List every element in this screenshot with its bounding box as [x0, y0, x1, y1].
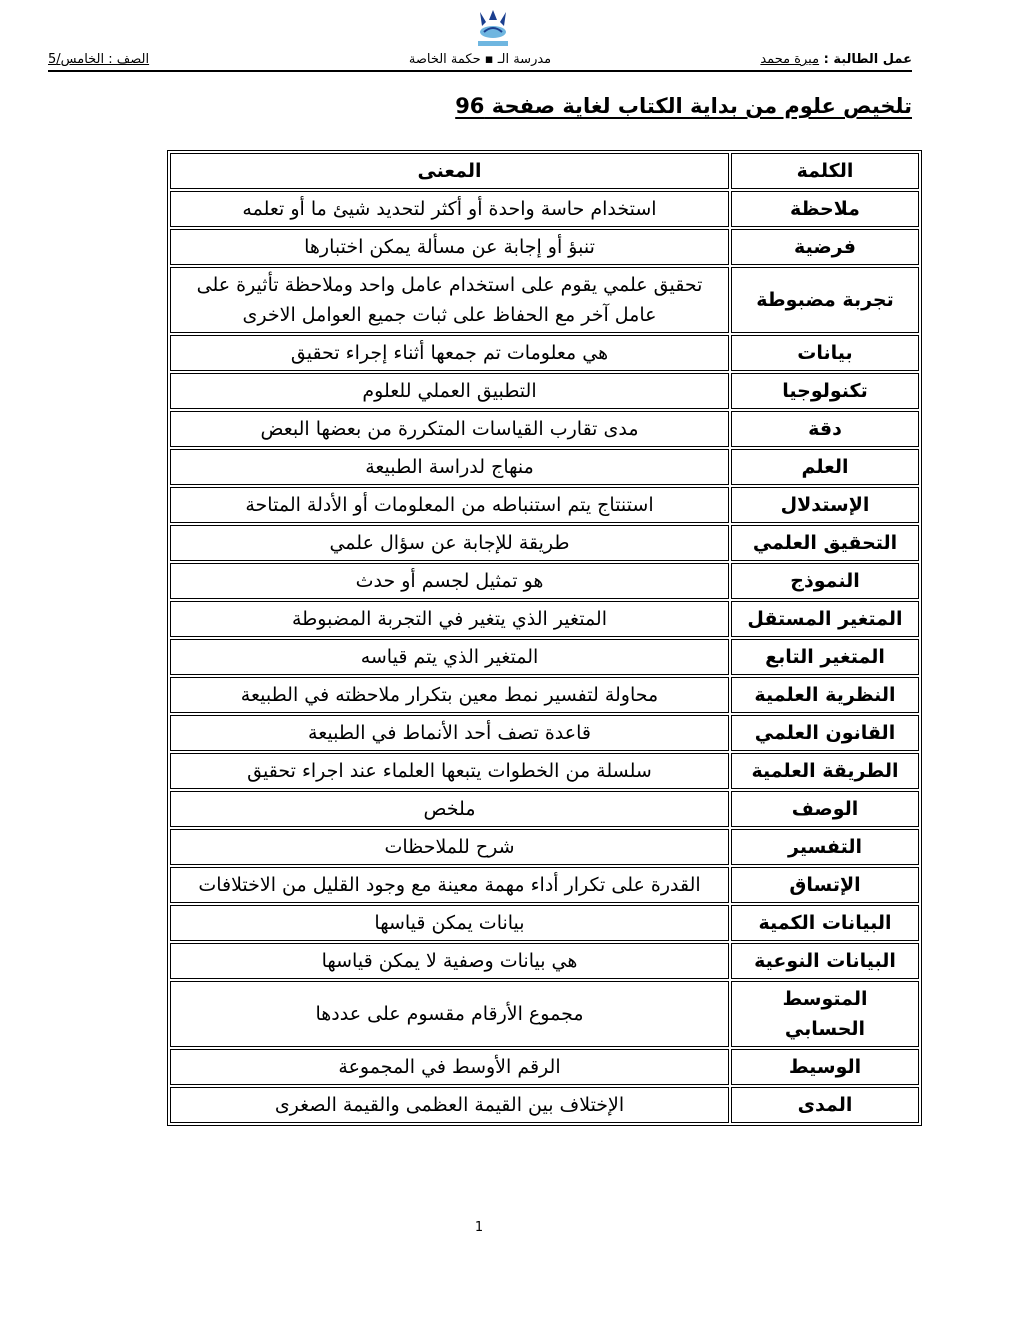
table-row: تجربة مضبوطة تحقيق علمي يقوم على استخدام … [170, 267, 919, 333]
meaning-cell: القدرة على تكرار أداء مهمة معينة مع وجود… [170, 867, 729, 903]
student-info: عمل الطالبة : ميرة محمد [760, 52, 912, 67]
meaning-cell: منهاج لدراسة الطبيعة [170, 449, 729, 485]
meaning-cell: سلسلة من الخطوات يتبعها العلماء عند اجرا… [170, 753, 729, 789]
table-row: القانون العلمي قاعدة تصف أحد الأنماط في ا… [170, 715, 919, 751]
meaning-cell: استنتاج يتم استنباطه من المعلومات أو الأ… [170, 487, 729, 523]
meaning-cell: هي بيانات وصفية لا يمكن قياسها [170, 943, 729, 979]
term-cell: التفسير [731, 829, 919, 865]
term-cell: المدى [731, 1087, 919, 1123]
table-header-row: الكلمة المعنى [170, 153, 919, 189]
table-row: البيانات النوعية هي بيانات وصفية لا يمكن … [170, 943, 919, 979]
page-number: 1 [474, 1220, 484, 1235]
term-cell: التحقيق العلمي [731, 525, 919, 561]
meaning-cell: استخدام حاسة واحدة أو أكثر لتحديد شيئ ما… [170, 191, 729, 227]
table-row: النظرية العلمية محاولة لتفسير نمط معين بت… [170, 677, 919, 713]
student-name: ميرة محمد [760, 52, 820, 67]
term-cell: بيانات [731, 335, 919, 371]
term-cell: البيانات الكمية [731, 905, 919, 941]
term-cell: المتغير التابع [731, 639, 919, 675]
page-title: تلخيص علوم من بداية الكتاب لغاية صفحة 96 [455, 94, 912, 118]
term-cell: القانون العلمي [731, 715, 919, 751]
table-row: الطريقة العلمية سلسلة من الخطوات يتبعها ا… [170, 753, 919, 789]
term-cell: الوسيط [731, 1049, 919, 1085]
meaning-cell: تحقيق علمي يقوم على استخدام عامل واحد وم… [170, 267, 729, 333]
meaning-cell: مدى تقارب القياسات المتكررة من بعضها الب… [170, 411, 729, 447]
term-cell: فرضية [731, 229, 919, 265]
meaning-cell: المتغير الذي يتم قياسه [170, 639, 729, 675]
table-row: العلم منهاج لدراسة الطبيعة [170, 449, 919, 485]
header-meaning: المعنى [170, 153, 729, 189]
table-row: دقة مدى تقارب القياسات المتكررة من بعضها … [170, 411, 919, 447]
school-logo [478, 10, 508, 46]
meaning-cell: بيانات يمكن قياسها [170, 905, 729, 941]
meaning-cell: مجموع الأرقام مقسوم على عددها [170, 981, 729, 1047]
term-cell: دقة [731, 411, 919, 447]
glossary-table: الكلمة المعنى ملاحظة استخدام حاسة واحدة أ… [167, 150, 922, 1126]
table-row: المتغير التابع المتغير الذي يتم قياسه [170, 639, 919, 675]
table-row: النموذج هو تمثيل لجسم أو حدث [170, 563, 919, 599]
table-row: الوصف ملخص [170, 791, 919, 827]
term-cell: الإستدلال [731, 487, 919, 523]
term-cell: الوصف [731, 791, 919, 827]
header-term: الكلمة [731, 153, 919, 189]
meaning-cell: شرح للملاحظات [170, 829, 729, 865]
meaning-cell: الإختلاف بين القيمة العظمى والقيمة الصغر… [170, 1087, 729, 1123]
term-cell: النظرية العلمية [731, 677, 919, 713]
meaning-cell: التطبيق العملي للعلوم [170, 373, 729, 409]
school-name: مدرسة الـ ▪ حكمة الخاصة [408, 52, 552, 67]
term-cell: الإتساق [731, 867, 919, 903]
table-row: المدى الإختلاف بين القيمة العظمى والقيمة … [170, 1087, 919, 1123]
meaning-cell: قاعدة تصف أحد الأنماط في الطبيعة [170, 715, 729, 751]
table-row: الإتساق القدرة على تكرار أداء مهمة معينة … [170, 867, 919, 903]
meaning-cell: محاولة لتفسير نمط معين بتكرار ملاحظته في… [170, 677, 729, 713]
term-cell: البيانات النوعية [731, 943, 919, 979]
table-row: المتوسط الحسابي مجموع الأرقام مقسوم على ع… [170, 981, 919, 1047]
table-row: المتغير المستقل المتغير الذي يتغير في الت… [170, 601, 919, 637]
term-cell: العلم [731, 449, 919, 485]
term-cell: المتوسط الحسابي [731, 981, 919, 1047]
table-row: ملاحظة استخدام حاسة واحدة أو أكثر لتحديد … [170, 191, 919, 227]
table-row: التفسير شرح للملاحظات [170, 829, 919, 865]
table-row: تكنولوجيا التطبيق العملي للعلوم [170, 373, 919, 409]
student-label: عمل الطالبة : [819, 52, 912, 67]
term-cell: المتغير المستقل [731, 601, 919, 637]
term-cell: ملاحظة [731, 191, 919, 227]
meaning-cell: ملخص [170, 791, 729, 827]
table-row: التحقيق العلمي طريقة للإجابة عن سؤال علمي [170, 525, 919, 561]
term-cell: تكنولوجيا [731, 373, 919, 409]
meaning-cell: هو تمثيل لجسم أو حدث [170, 563, 729, 599]
table-row: بيانات هي معلومات تم جمعها أثناء إجراء تح… [170, 335, 919, 371]
table-row: فرضية تنبؤ أو إجابة عن مسألة يمكن اختباره… [170, 229, 919, 265]
meaning-cell: طريقة للإجابة عن سؤال علمي [170, 525, 729, 561]
term-cell: النموذج [731, 563, 919, 599]
meaning-cell: تنبؤ أو إجابة عن مسألة يمكن اختبارها [170, 229, 729, 265]
page-header: عمل الطالبة : ميرة محمد مدرسة الـ ▪ حكمة… [48, 50, 912, 72]
table-row: البيانات الكمية بيانات يمكن قياسها [170, 905, 919, 941]
class-label: الصف : الخامس/5 [48, 52, 150, 67]
meaning-cell: المتغير الذي يتغير في التجربة المضبوطة [170, 601, 729, 637]
meaning-cell: الرقم الأوسط في المجموعة [170, 1049, 729, 1085]
term-cell: تجربة مضبوطة [731, 267, 919, 333]
meaning-cell: هي معلومات تم جمعها أثناء إجراء تحقيق [170, 335, 729, 371]
term-cell: الطريقة العلمية [731, 753, 919, 789]
table-row: الوسيط الرقم الأوسط في المجموعة [170, 1049, 919, 1085]
table-row: الإستدلال استنتاج يتم استنباطه من المعلوم… [170, 487, 919, 523]
